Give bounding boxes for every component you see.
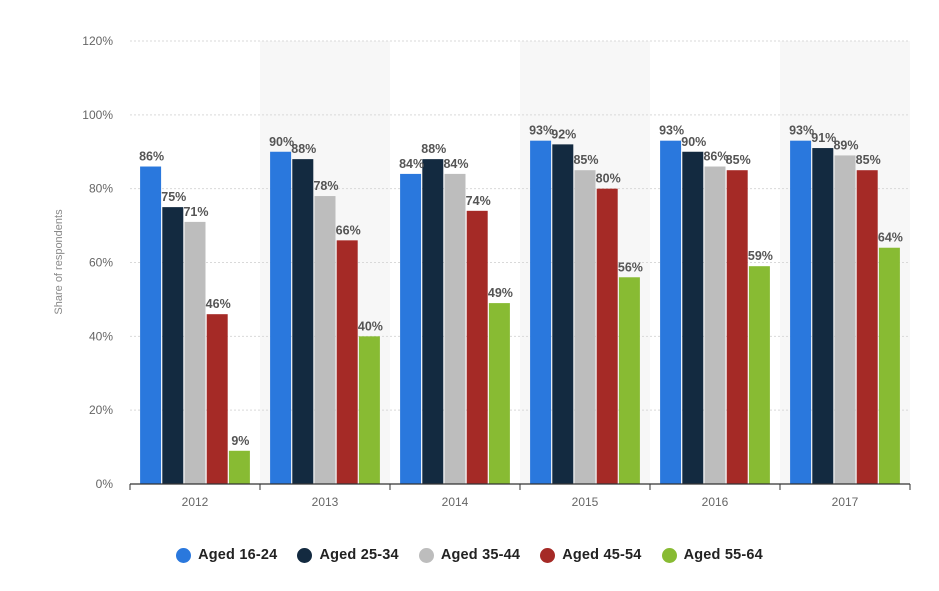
data-label: 74% — [466, 194, 491, 208]
legend-marker — [297, 547, 313, 563]
bar — [184, 221, 206, 484]
legend-marker — [540, 547, 556, 563]
bar — [704, 166, 726, 484]
legend-marker — [176, 547, 192, 563]
data-labels: 86%75%71%46%9%90%88%78%66%40%84%88%84%74… — [139, 124, 903, 448]
x-tick-label: 2014 — [442, 495, 469, 509]
y-tick-label: 40% — [89, 329, 113, 343]
bar — [358, 336, 380, 484]
y-tick-label: 60% — [89, 256, 113, 270]
bar — [660, 140, 682, 485]
data-label: 86% — [139, 150, 164, 164]
data-label: 40% — [358, 319, 383, 333]
bar — [812, 148, 834, 484]
data-label: 66% — [336, 223, 361, 237]
bar — [790, 140, 812, 485]
gridlines — [130, 40, 910, 411]
legend-item[interactable]: Aged 16-24 — [176, 547, 277, 563]
legend-item[interactable]: Aged 45-54 — [540, 547, 641, 563]
bar — [228, 450, 250, 484]
x-tick-label: 2017 — [832, 495, 859, 509]
x-tick-label: 2012 — [182, 495, 209, 509]
data-label: 85% — [573, 153, 598, 167]
data-label: 88% — [421, 142, 446, 156]
y-tick-label: 100% — [82, 108, 113, 122]
legend-label: Aged 45-54 — [562, 547, 642, 563]
bar — [682, 151, 704, 484]
legend-marker — [418, 547, 434, 563]
bar — [878, 247, 900, 484]
bar — [206, 314, 228, 484]
legend-item[interactable]: Aged 35-44 — [418, 547, 521, 563]
bar — [444, 173, 466, 484]
data-label: 80% — [596, 172, 621, 186]
bar — [488, 303, 510, 484]
bar — [400, 173, 422, 484]
data-label: 84% — [399, 157, 424, 171]
data-label: 93% — [789, 124, 814, 138]
bar — [856, 170, 878, 485]
data-label: 84% — [443, 157, 468, 171]
data-label: 46% — [206, 297, 231, 311]
x-tick-label: 2016 — [702, 495, 729, 509]
bar — [292, 159, 314, 484]
bar — [618, 277, 640, 484]
bar — [270, 151, 292, 484]
bar — [422, 159, 444, 484]
data-label: 71% — [183, 205, 208, 219]
bar — [530, 140, 552, 485]
bar — [552, 144, 574, 484]
y-axis-title: Share of respondents — [53, 209, 65, 315]
data-label: 49% — [488, 286, 513, 300]
legend-item[interactable]: Aged 25-34 — [297, 547, 399, 563]
legend-item[interactable]: Aged 55-64 — [661, 547, 763, 563]
bar — [336, 240, 358, 484]
bar — [596, 188, 618, 484]
legend-label: Aged 16-24 — [198, 547, 278, 563]
data-label: 92% — [551, 127, 576, 141]
bar — [748, 266, 770, 484]
data-label: 91% — [811, 131, 836, 145]
legend: Aged 16-24 Aged 25-34 Aged 35-44 Aged 45-54… — [0, 541, 939, 569]
y-axis: 0% 20% 40% 60% 80% 100% 120% — [82, 34, 113, 491]
bar — [162, 207, 184, 484]
legend-label: Aged 25-34 — [319, 547, 399, 563]
data-label: 9% — [231, 434, 249, 448]
bar — [726, 170, 748, 485]
bar — [466, 210, 488, 485]
data-label: 56% — [618, 260, 643, 274]
data-label: 89% — [833, 138, 858, 152]
data-label: 93% — [659, 124, 684, 138]
x-axis: 2012 2013 2014 2015 2016 2017 — [129, 483, 911, 509]
bar — [834, 155, 856, 485]
data-label: 90% — [681, 135, 706, 149]
data-label: 88% — [291, 142, 316, 156]
x-tick-label: 2013 — [312, 495, 339, 509]
legend-label: Aged 55-64 — [683, 547, 763, 563]
data-label: 90% — [269, 135, 294, 149]
y-tick-label: 120% — [82, 34, 113, 48]
bar — [140, 166, 162, 484]
y-tick-label: 80% — [89, 182, 113, 196]
data-label: 93% — [529, 124, 554, 138]
y-tick-label: 0% — [96, 477, 114, 491]
data-label: 64% — [878, 231, 903, 245]
bar — [574, 170, 596, 485]
bar — [314, 196, 336, 485]
data-label: 78% — [313, 179, 338, 193]
legend-marker — [661, 547, 677, 563]
data-label: 86% — [703, 150, 728, 164]
data-label: 85% — [726, 153, 751, 167]
legend-label: Aged 35-44 — [440, 547, 521, 563]
data-label: 59% — [748, 249, 773, 263]
y-tick-label: 20% — [89, 403, 113, 417]
data-label: 85% — [856, 153, 881, 167]
x-tick-label: 2015 — [572, 495, 599, 509]
data-label: 75% — [161, 190, 186, 204]
bars — [140, 140, 900, 485]
